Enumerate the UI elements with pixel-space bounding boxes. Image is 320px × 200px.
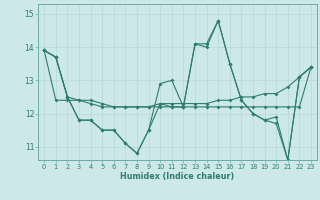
X-axis label: Humidex (Indice chaleur): Humidex (Indice chaleur) bbox=[120, 172, 235, 181]
